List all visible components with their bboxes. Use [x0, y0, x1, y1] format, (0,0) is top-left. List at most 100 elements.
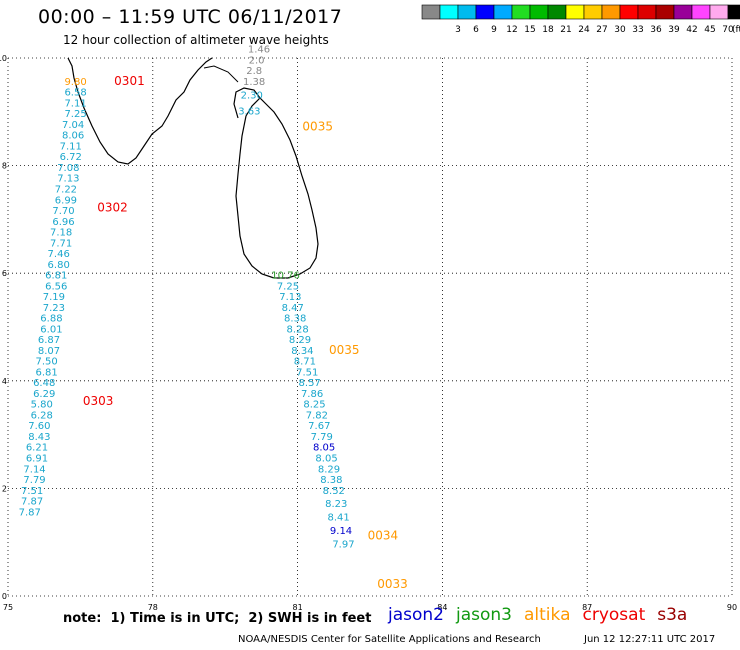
wave-height-value: 6.58 [64, 88, 86, 99]
wave-height-value: 7.51 [296, 367, 318, 378]
wave-height-value: 8.47 [282, 303, 304, 314]
wave-height-value: 7.25 [277, 281, 299, 292]
lat-tick-label: 8 [2, 162, 7, 171]
lat-tick-label: 10 [0, 54, 7, 63]
jaffna-coastline [233, 87, 261, 119]
axis-ticks: 75 78 81 84 87 90 0 2 4 6 8 10 [0, 54, 737, 610]
legend-label: 15 [524, 25, 535, 35]
wave-height-value: 2.8 [246, 66, 262, 77]
lon-tick-label: 81 [293, 603, 303, 610]
pass-label: 0033 [377, 577, 408, 591]
legend-label: 36 [650, 25, 662, 35]
satellite-jason3: jason3 [456, 605, 512, 625]
legend-label: 21 [560, 25, 571, 35]
coastline [67, 57, 319, 279]
satellite-s3a: s3a [657, 605, 688, 625]
wave-height-value: 6.96 [52, 217, 74, 228]
satellite-jason2: jason2 [388, 605, 444, 625]
satellite-key: jason2 jason3 altika cryosat s3a [388, 605, 699, 625]
wave-height-value: 7.82 [306, 410, 328, 421]
generated-timestamp: Jun 12 12:27:11 UTC 2017 [584, 634, 716, 645]
pass-labels: 0301 0302 0303 0035 0035 0034 0033 [83, 74, 408, 591]
wave-height-value: 6.88 [40, 314, 62, 325]
wave-height-value: 7.23 [43, 303, 65, 314]
wave-height-value: 7.22 [55, 185, 77, 196]
legend-label: 6 [473, 25, 479, 35]
wave-height-value: 8.23 [325, 499, 347, 510]
wave-height-value: 8.07 [38, 346, 60, 357]
wave-height-value: 8.38 [320, 475, 342, 486]
lat-tick-label: 4 [2, 377, 7, 386]
credit-line: NOAA/NESDIS Center for Satellite Applica… [238, 634, 541, 645]
lat-tick-label: 0 [2, 592, 7, 601]
wave-height-value: 6.99 [55, 195, 77, 206]
pass-label: 0035 [302, 120, 333, 134]
wave-height-value: 8.06 [62, 131, 84, 142]
legend-label: 9 [491, 25, 497, 35]
wave-height-value: 7.70 [52, 206, 74, 217]
wave-height-value: 9.14 [330, 526, 352, 537]
legend-label: 39 [668, 25, 680, 35]
wave-height-value: 6.56 [45, 281, 67, 292]
legend-label: 12 [506, 25, 517, 35]
wave-height-value: 9.80 [64, 77, 86, 88]
satellite-altika: altika [524, 605, 571, 625]
wave-height-value: 6.01 [40, 324, 62, 335]
wave-height-value: 6.87 [38, 335, 60, 346]
legend-swatch [727, 4, 740, 20]
india-coastline [67, 57, 213, 165]
wave-height-value: 3.63 [238, 106, 260, 117]
wave-height-value: 8.05 [313, 443, 335, 454]
wave-height-value: 7.86 [301, 389, 323, 400]
wave-height-map: 75 78 81 84 87 90 0 2 4 6 8 10 9.806.58 7.11 7.25 7.04… [0, 45, 737, 610]
wave-height-value: 7.14 [23, 464, 45, 475]
wave-height-value: 7.04 [62, 120, 84, 131]
wave-height-value: 6.28 [31, 410, 53, 421]
wave-height-value: 7.71 [50, 238, 72, 249]
wave-height-value: 8.71 [294, 357, 316, 368]
sri-lanka-coastline [235, 97, 319, 279]
wave-height-value: 6.81 [35, 367, 57, 378]
mannar-coastline [203, 65, 239, 83]
wave-height-value: 6.91 [26, 454, 48, 465]
wave-height-value: 7.13 [279, 292, 301, 303]
legend-label: 45 [704, 25, 715, 35]
wave-height-value: 2.0 [249, 55, 265, 66]
lat-tick-label: 6 [2, 269, 7, 278]
wave-height-value: 2.30 [241, 90, 263, 101]
legend-label: 24 [578, 25, 590, 35]
wave-height-value: 5.80 [31, 400, 53, 411]
lon-tick-label: 90 [727, 603, 737, 610]
wave-height-value: 7.87 [19, 507, 41, 518]
wave-height-value: 7.13 [57, 174, 79, 185]
wave-height-value: 1.46 [248, 45, 270, 56]
pass-label: 0302 [97, 200, 128, 214]
wave-height-value: 6.48 [33, 378, 55, 389]
wave-height-value: 6.81 [45, 271, 67, 282]
lon-tick-label: 75 [3, 603, 13, 610]
units-note: note: 1) Time is in UTC; 2) SWH is in fe… [63, 611, 372, 626]
wave-height-value: 7.50 [35, 357, 57, 368]
wave-height-value: 7.11 [60, 141, 82, 152]
pass-label: 0035 [329, 343, 360, 357]
legend-label: 33 [632, 25, 643, 35]
wave-height-value: 7.79 [23, 475, 45, 486]
wave-height-value: 6.21 [26, 443, 48, 454]
lon-tick-label: 78 [148, 603, 158, 610]
lon-tick-label: 87 [582, 603, 592, 610]
wave-height-value: 7.08 [57, 163, 79, 174]
legend-label: 18 [542, 25, 554, 35]
lon-tick-label: 84 [437, 603, 447, 610]
wave-height-value: 7.79 [311, 432, 333, 443]
page-subtitle: 12 hour collection of altimeter wave hei… [63, 33, 329, 47]
wave-height-value: 10.76 [271, 271, 300, 282]
wave-height-value: 8.38 [284, 314, 306, 325]
wave-height-value: 7.51 [21, 486, 43, 497]
legend-label: 70 [722, 25, 734, 35]
wave-height-value: 7.18 [50, 228, 72, 239]
lat-tick-label: 2 [2, 484, 7, 493]
wave-height-value: 8.29 [318, 464, 340, 475]
wave-height-value: 1.38 [243, 77, 265, 88]
lat-lon-grid [7, 57, 733, 597]
wave-observations: 9.806.587.117.257.048.067.116.727.087.13… [19, 45, 355, 551]
